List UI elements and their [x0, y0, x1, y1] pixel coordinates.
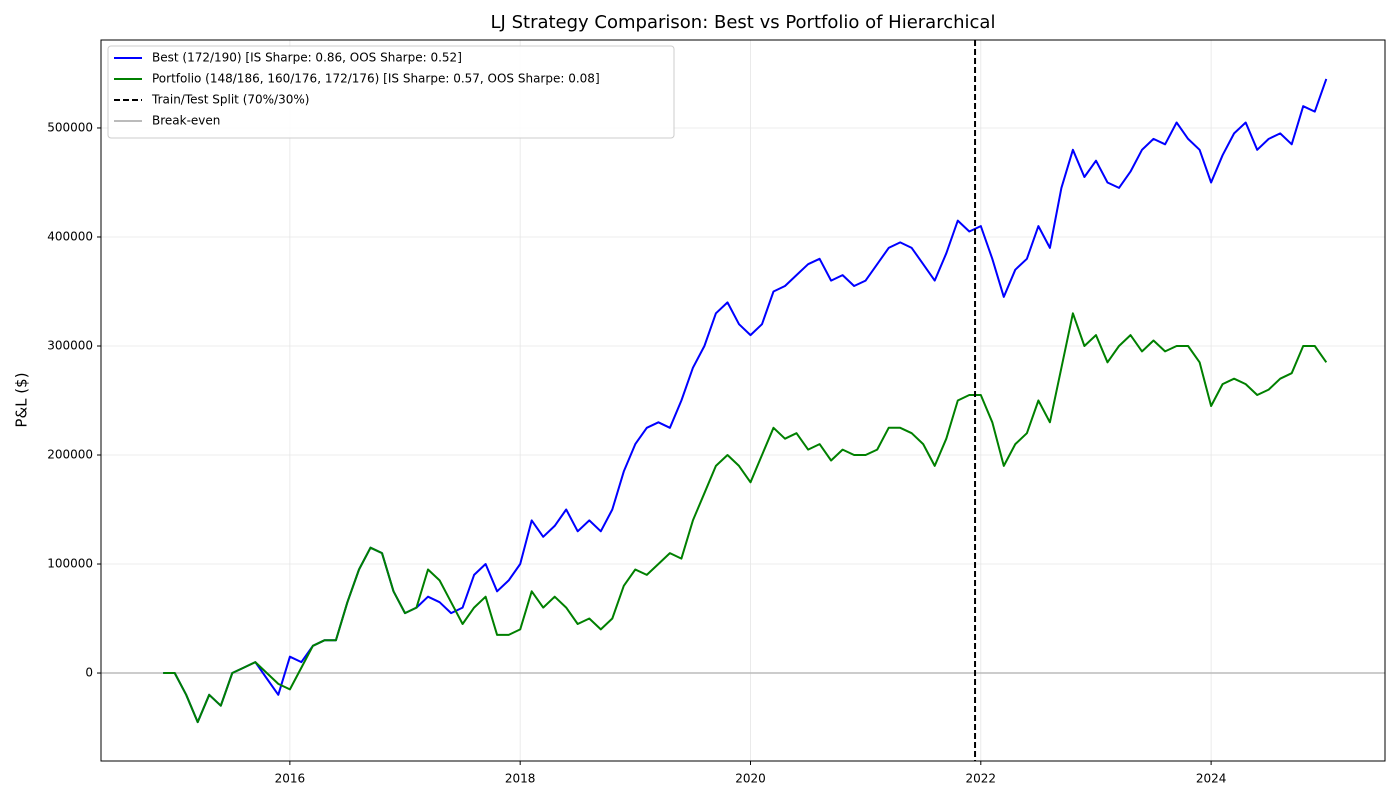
- x-tick-label: 2016: [275, 772, 306, 786]
- x-tick-label: 2020: [735, 772, 766, 786]
- legend-label: Portfolio (148/186, 160/176, 172/176) [I…: [152, 72, 600, 86]
- series-line: [163, 312, 1328, 724]
- x-tick-label: 2018: [505, 772, 536, 786]
- y-tick-label: 200000: [47, 448, 93, 462]
- y-axis-label: P&L ($): [13, 372, 31, 427]
- y-tick-label: 0: [85, 666, 93, 680]
- x-tick-label: 2022: [966, 772, 997, 786]
- legend: Best (172/190) [IS Sharpe: 0.86, OOS Sha…: [107, 45, 675, 139]
- legend-label: Break-even: [152, 114, 220, 128]
- y-tick-label: 300000: [47, 338, 93, 352]
- chart-title: LJ Strategy Comparison: Best vs Portfoli…: [491, 12, 996, 33]
- legend-label: Best (172/190) [IS Sharpe: 0.86, OOS Sha…: [152, 51, 462, 65]
- y-tick-label: 400000: [47, 229, 93, 243]
- legend-box: [107, 45, 675, 139]
- x-tick-label: 2024: [1196, 772, 1227, 786]
- y-tick-label: 100000: [47, 557, 93, 571]
- y-tick-label: 500000: [47, 120, 93, 134]
- plot-frame: [100, 39, 1386, 762]
- legend-label: Train/Test Split (70%/30%): [151, 93, 309, 107]
